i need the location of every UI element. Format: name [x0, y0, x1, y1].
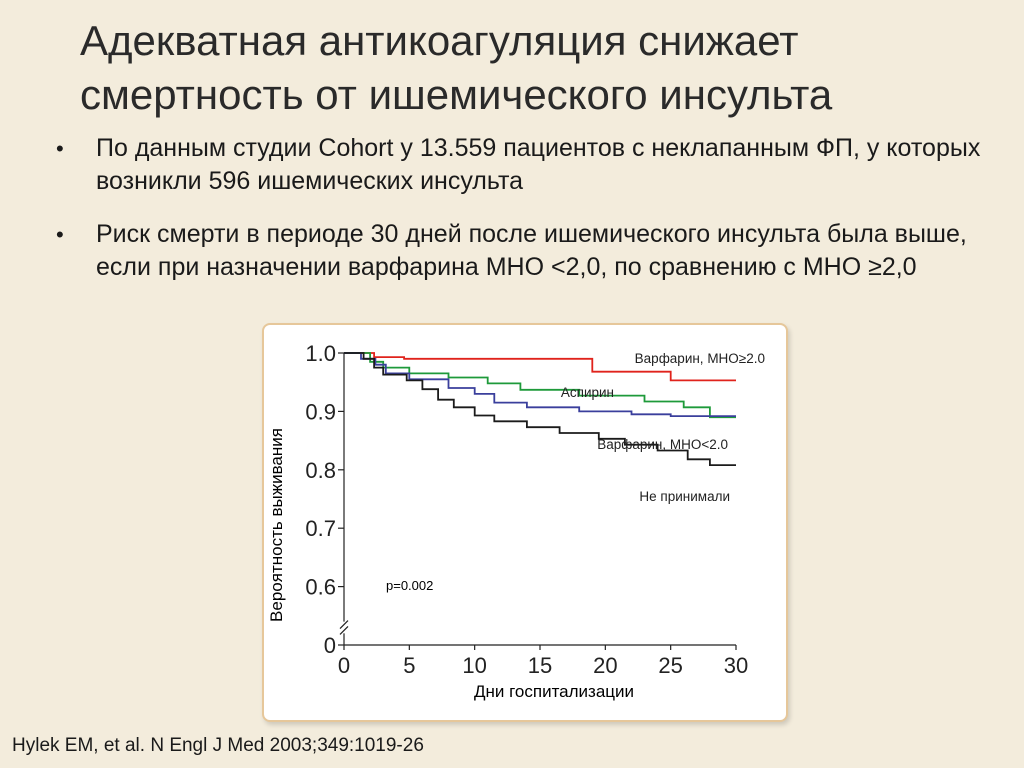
- citation: Hylek EM, et al. N Engl J Med 2003;349:1…: [12, 735, 424, 756]
- axis-break-mark: [339, 620, 349, 629]
- chart-panel: 1.0 0.9 0.8 0.7 0.6 0 0 5 10 15 20 25 30 Варфарин, М…: [262, 323, 788, 722]
- series-line-4: [344, 352, 736, 466]
- series-label-2: Аспирин: [561, 385, 614, 400]
- y-axis-label: Вероятность выживания: [267, 428, 286, 622]
- title-line-1: Адекватная антикоагуляция снижает: [80, 17, 799, 64]
- bullet-item: • По данным студии Cohort у 13.559 пацие…: [52, 132, 992, 198]
- y-tick-label: 0: [324, 633, 336, 658]
- series-label-4: Не принимали: [639, 489, 730, 504]
- y-tick-label: 0.9: [305, 399, 336, 424]
- y-tick-label: 0.8: [305, 458, 336, 483]
- bullet-marker: •: [56, 222, 64, 247]
- x-tick-label: 20: [593, 653, 617, 678]
- bullet-text: По данным студии Cohort у 13.559 пациент…: [96, 134, 981, 195]
- series-label-1: Варфарин, МНО≥2.0: [635, 351, 765, 366]
- title-line-2: смертность от ишемического инсульта: [80, 71, 833, 118]
- x-tick-label: 30: [724, 653, 748, 678]
- slide-title: Адекватная антикоагуляция снижает смертн…: [80, 14, 980, 122]
- bullet-item: • Риск смерти в периоде 30 дней после иш…: [52, 218, 992, 284]
- chart-series: [344, 352, 736, 466]
- survival-chart: 1.0 0.9 0.8 0.7 0.6 00 5 10 15 20 25 30 Варфарин, М…: [267, 341, 765, 701]
- chart-axes: 1.0 0.9 0.8 0.7 0.6 00 5 10 15 20 25 30: [305, 341, 748, 678]
- bullet-list: • По данным студии Cohort у 13.559 пацие…: [52, 132, 992, 304]
- x-tick-label: 25: [658, 653, 682, 678]
- axis-break-mark: [339, 625, 349, 635]
- series-line-3: [344, 352, 736, 417]
- series-line-1: [344, 352, 736, 382]
- y-tick-label: 0.7: [305, 516, 336, 541]
- y-tick-label: 1.0: [305, 341, 336, 366]
- bullet-text: Риск смерти в периоде 30 дней после ишем…: [96, 220, 967, 281]
- series-label-3: Варфарин, МНО<2.0: [597, 437, 728, 452]
- x-tick-label: 10: [462, 653, 486, 678]
- x-tick-label: 15: [528, 653, 552, 678]
- x-axis-label: Дни госпитализации: [474, 682, 634, 701]
- bullet-marker: •: [56, 136, 64, 161]
- y-tick-label: 0.6: [305, 575, 336, 600]
- x-tick-label: 0: [338, 653, 350, 678]
- p-value-annotation: p=0.002: [386, 578, 433, 593]
- chart-labels: Варфарин, МНО≥2.0 Аспирин Варфарин, МНО<2.…: [561, 351, 765, 504]
- x-tick-label: 5: [403, 653, 415, 678]
